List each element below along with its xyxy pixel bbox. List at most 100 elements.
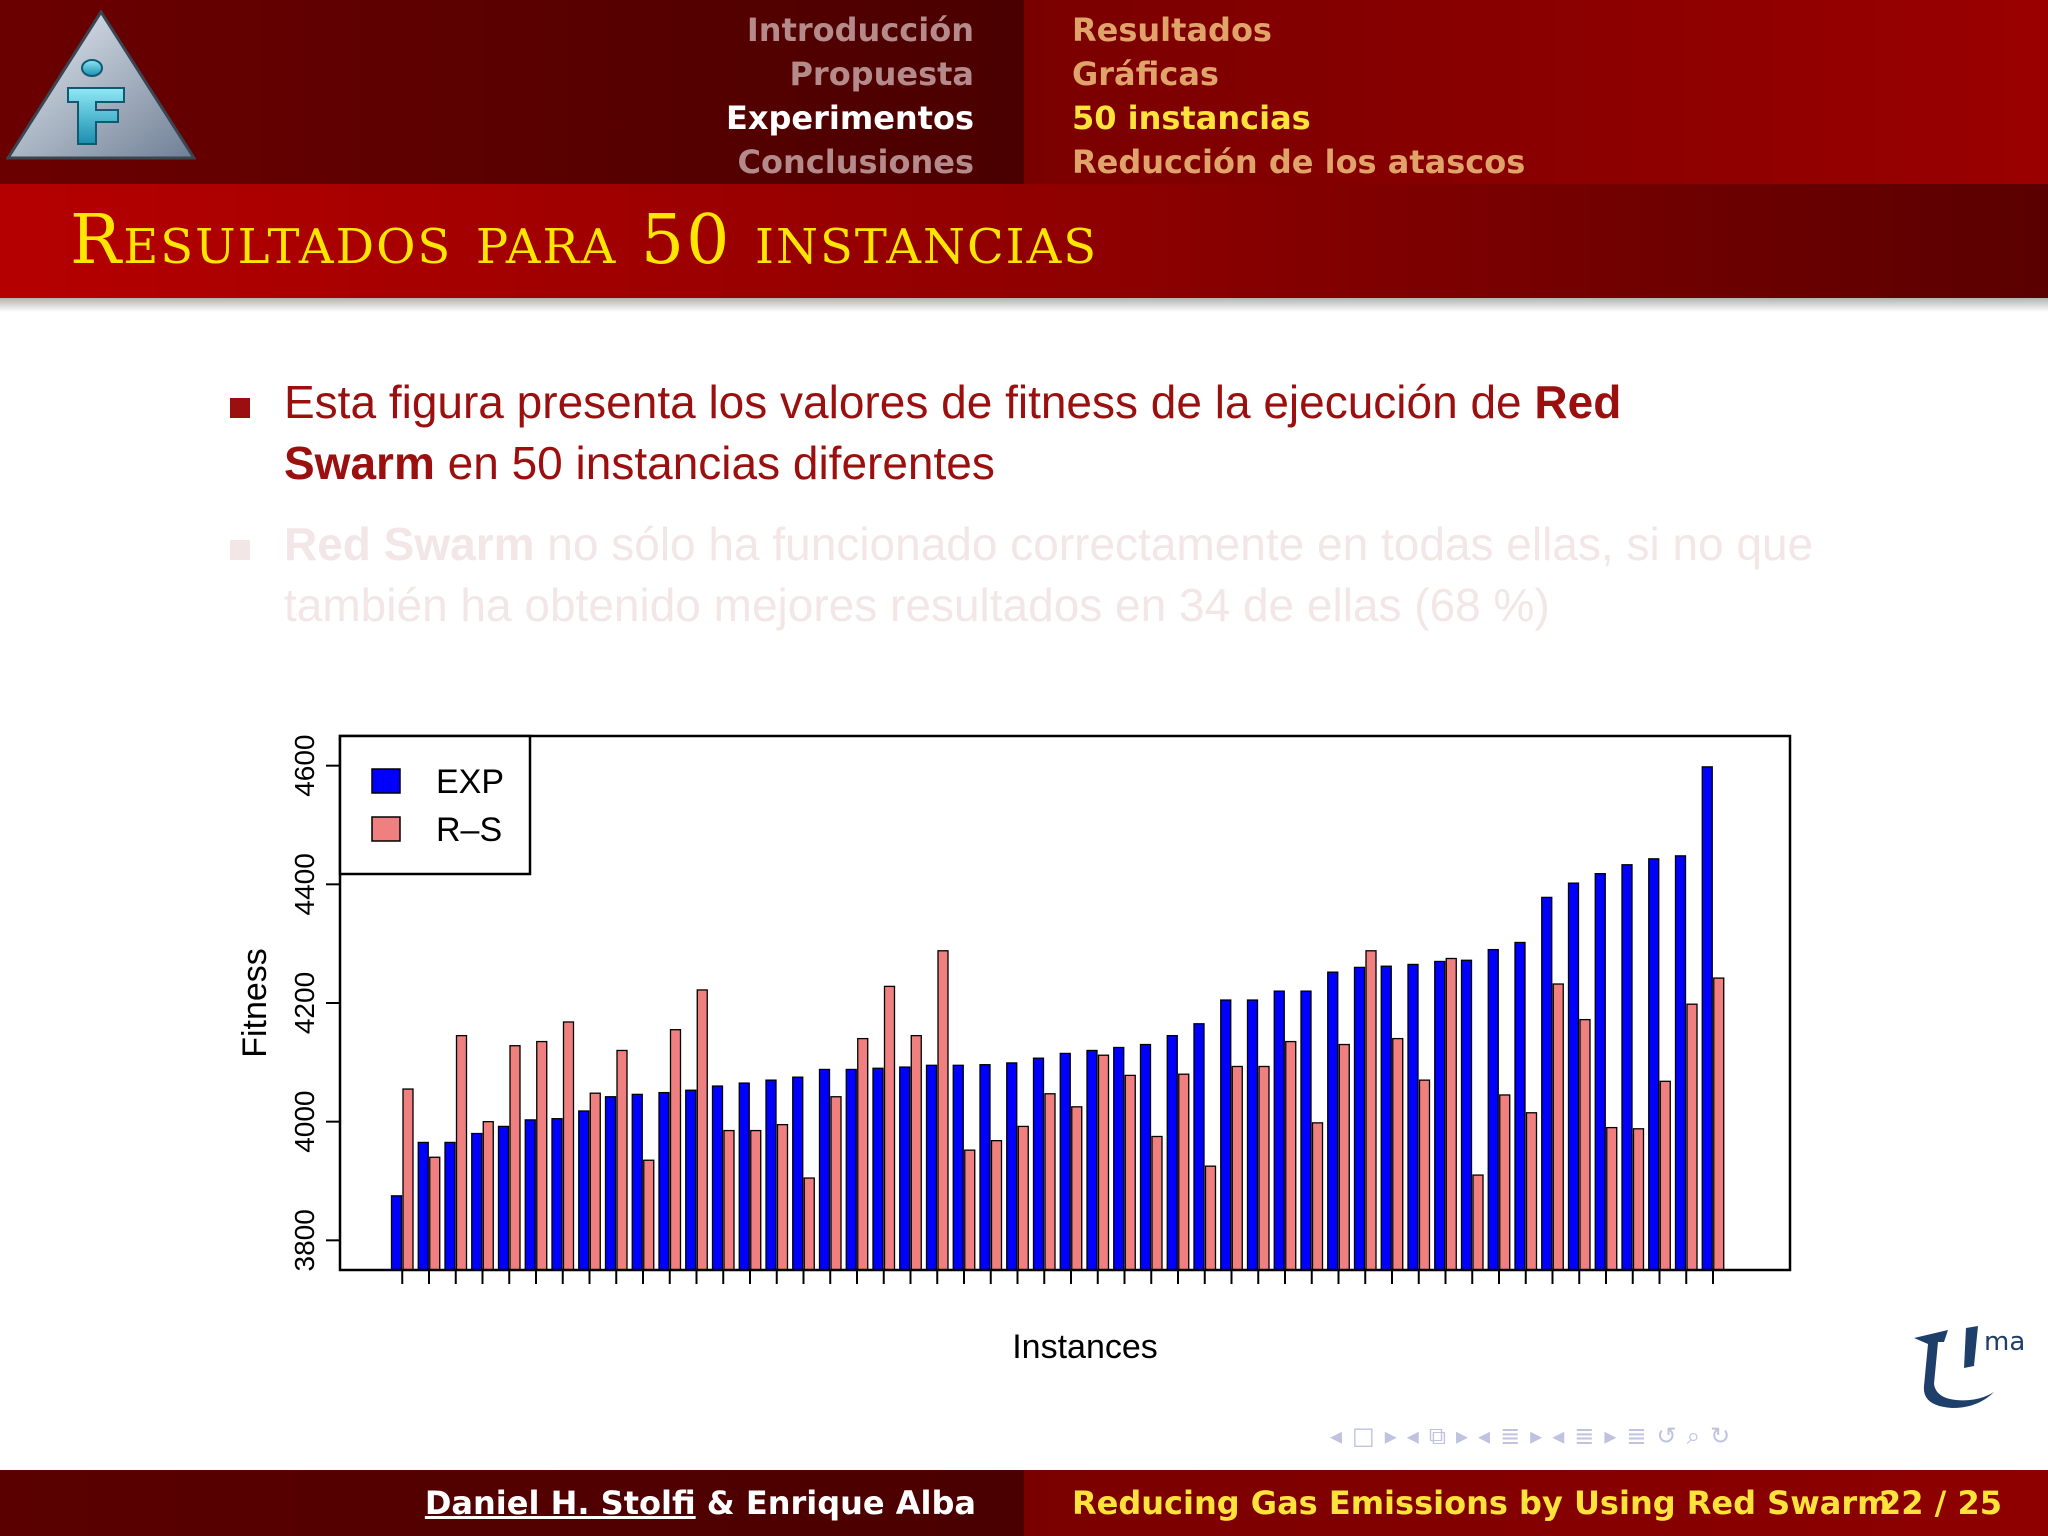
exp-bar-46 [1594,873,1606,1271]
y-tick-label-4200: 4200 [289,972,320,1034]
rs-bar-12 [696,989,708,1271]
exp-bar-48 [1648,858,1660,1271]
exp-bar-40 [1434,960,1446,1271]
exp-bar-32 [1220,999,1232,1271]
bullet-2-text: no sólo ha funcionado correctamente en t… [284,518,1814,631]
rs-bar-46 [1606,1126,1618,1271]
exp-bar-26 [1059,1052,1071,1271]
exp-bar-42 [1487,948,1499,1271]
nav-symbol-14[interactable]: ⌕ [1686,1422,1701,1450]
nav-symbol-15[interactable]: ↻ [1710,1422,1731,1450]
exp-bar-33 [1246,999,1259,1271]
exp-bar-15 [765,1079,777,1271]
exp-bar-21 [925,1064,938,1271]
rs-bar-38 [1392,1037,1404,1271]
nav-symbol-1[interactable]: □ [1352,1422,1375,1450]
rs-bar-35 [1311,1122,1324,1271]
bullet-1-bold-swarm: Swarm [284,437,435,489]
exp-bar-13 [711,1085,724,1271]
exp-bar-8 [578,1110,590,1271]
nav-symbol-11[interactable]: ▸ [1604,1422,1617,1450]
rs-bar-3 [455,1034,468,1271]
exp-bar-12 [685,1089,697,1271]
nav-symbol-0[interactable]: ◂ [1330,1422,1343,1450]
nav-subsection-50-instancias[interactable]: 50 instancias [1072,99,1311,137]
rs-bar-33 [1258,1065,1270,1271]
rs-bar-5 [509,1045,521,1271]
bullet-item-2: Red Swarm no sólo ha funcionado correcta… [226,514,1866,636]
footer-author-1[interactable]: Daniel H. Stolfi [424,1484,696,1522]
exp-bar-16 [792,1076,804,1271]
rs-bar-2 [429,1156,441,1271]
exp-bar-50 [1701,766,1713,1271]
exp-bar-22 [952,1064,964,1271]
nav-right-panel: Resultados Gráficas 50 instancias Reducc… [1024,0,2048,184]
rs-bar-44 [1552,983,1564,1271]
bullet-1-text-post: en 50 instancias diferentes [434,437,995,489]
rs-bar-13 [723,1129,735,1271]
rs-bar-29 [1151,1135,1163,1271]
rs-bar-34 [1285,1040,1297,1271]
rs-bar-14 [750,1129,762,1271]
nav-symbol-6[interactable]: ◂ [1478,1422,1491,1450]
rs-bar-22 [964,1149,976,1271]
exp-bar-47 [1621,864,1633,1271]
nav-section-experimentos[interactable]: Experimentos [725,99,974,137]
section-list: Introducción Propuesta Experimentos Conc… [726,8,974,184]
exp-bar-10 [631,1093,643,1271]
rs-bar-18 [857,1037,869,1271]
nav-symbol-5[interactable]: ▸ [1455,1422,1469,1450]
exp-bar-9 [604,1096,617,1271]
rs-bar-37 [1365,950,1377,1271]
bullet-marker [230,398,250,418]
nav-symbol-8[interactable]: ▸ [1530,1422,1543,1450]
nav-section-introduccion[interactable]: Introducción [746,11,974,49]
rs-bar-42 [1499,1094,1511,1271]
institution-logo [6,10,196,160]
footer-author-rest: & Enrique Alba [695,1484,976,1522]
rs-bar-21 [937,950,949,1271]
rs-bar-1 [402,1088,414,1271]
rs-bar-24 [1017,1125,1029,1271]
rs-bar-17 [830,1096,842,1271]
exp-bar-31 [1193,1023,1205,1271]
exp-bar-44 [1541,896,1553,1271]
exp-bar-6 [524,1119,536,1271]
rs-bar-32 [1231,1065,1243,1271]
exp-bar-4 [471,1132,483,1271]
exp-bar-38 [1380,965,1392,1271]
nav-symbol-10[interactable]: ≣ [1574,1422,1595,1450]
footer-authors: Daniel H. Stolfi & Enrique Alba [425,1484,976,1522]
footer-bar: Daniel H. Stolfi & Enrique Alba Reducing… [0,1470,2048,1536]
rs-bar-50 [1713,977,1725,1271]
exp-bar-23 [979,1064,991,1271]
footer-talk-title: Reducing Gas Emissions by Using Red Swar… [1072,1484,1891,1522]
rs-bar-31 [1204,1165,1217,1271]
nav-left-panel: Introducción Propuesta Experimentos Conc… [0,0,1024,184]
y-tick-label-4000: 4000 [289,1091,320,1153]
nav-subsection-resultados[interactable]: Resultados [1072,11,1272,49]
rs-bar-7 [562,1021,575,1271]
nav-subsection-graficas[interactable]: Gráficas [1072,55,1219,93]
y-tick-label-3800: 3800 [289,1209,320,1271]
nav-symbol-13[interactable]: ↺ [1656,1422,1677,1450]
rs-bar-23 [990,1140,1003,1271]
legend-swatch-rs [371,816,401,842]
nav-section-conclusiones[interactable]: Conclusiones [737,143,975,181]
nav-symbol-3[interactable]: ◂ [1406,1422,1419,1450]
exp-bar-30 [1166,1034,1178,1271]
rs-bar-16 [803,1177,815,1271]
nav-symbol-9[interactable]: ◂ [1552,1422,1565,1450]
rs-bar-36 [1338,1043,1350,1271]
exp-bar-1 [390,1195,403,1271]
nav-symbol-12[interactable]: ≣ [1626,1422,1647,1450]
rs-bar-40 [1445,957,1457,1271]
nav-symbol-7[interactable]: ≣ [1500,1422,1521,1450]
y-axis-label: Fitness [236,948,274,1058]
nav-symbol-4[interactable]: ⧉ [1428,1422,1446,1450]
nav-section-propuesta[interactable]: Propuesta [789,55,974,93]
nav-subsection-reduccion-atascos[interactable]: Reducción de los atascos [1072,143,1526,181]
exp-bar-19 [872,1067,884,1271]
nav-symbol-2[interactable]: ▸ [1384,1422,1397,1450]
rs-bar-47 [1632,1128,1645,1271]
